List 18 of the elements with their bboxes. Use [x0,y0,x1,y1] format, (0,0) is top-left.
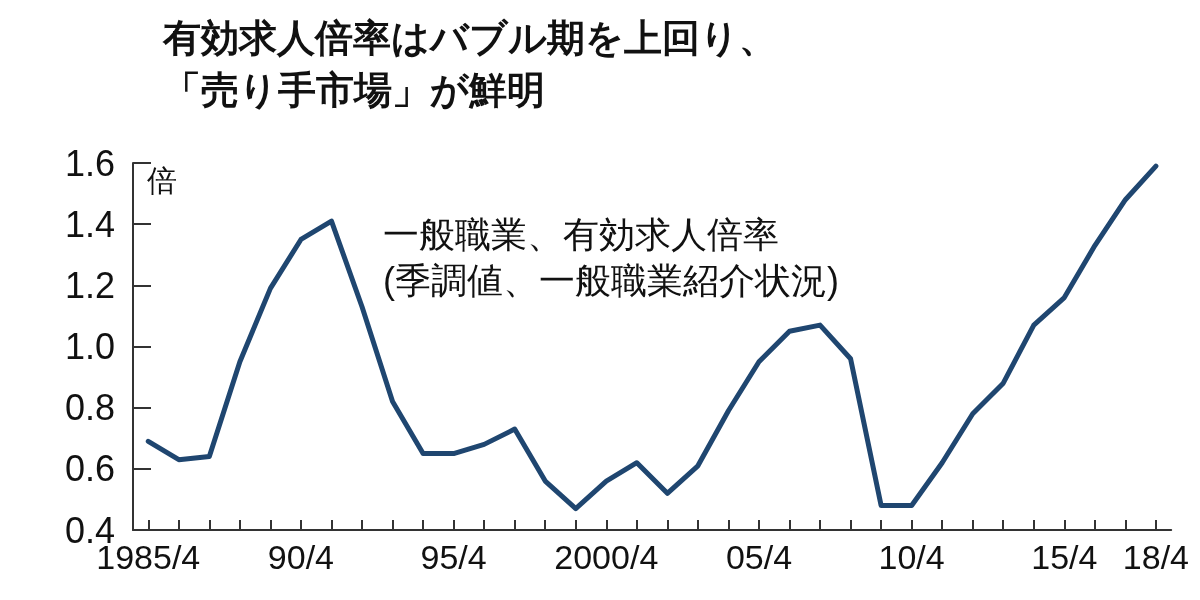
y-tick-label: 1.2 [64,264,115,306]
x-tick-label: 15/4 [1031,538,1098,576]
x-tick-label: 05/4 [725,538,793,576]
y-axis-title: 倍 [147,163,177,197]
y-tick-label: 1.0 [64,326,115,367]
chart-subtitle: 「売り手市場」が鮮明 [163,69,545,111]
x-tick-label: 2000/4 [554,538,659,576]
y-tick-label: 1.6 [64,142,115,184]
x-tick-label: 18/4 [1122,538,1190,576]
y-tick-label: 0.6 [64,448,115,490]
annotation: (季調値、一般職業紹介状況) [383,259,839,301]
x-tick-label: 95/4 [420,538,487,576]
annotation: 一般職業、有効求人倍率 [383,213,779,255]
chart-title: 有効求人倍率はバブル期を上回り、 [162,17,777,59]
x-tick-label: 10/4 [878,538,945,576]
y-tick-label: 1.4 [64,203,115,245]
x-tick-label: 90/4 [267,538,335,576]
y-tick-label: 0.8 [64,387,115,429]
